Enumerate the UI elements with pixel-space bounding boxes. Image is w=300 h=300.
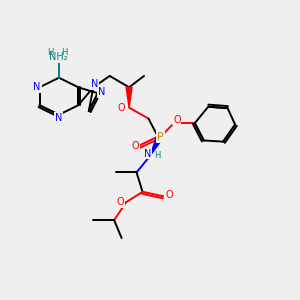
Text: N: N (55, 113, 63, 123)
Text: N: N (144, 148, 151, 159)
Text: O: O (131, 141, 139, 151)
Text: O: O (118, 103, 125, 112)
Text: P: P (157, 132, 164, 142)
Text: NH₂: NH₂ (49, 52, 68, 62)
Text: N: N (98, 87, 105, 97)
Text: amino: amino (57, 58, 62, 59)
Text: O: O (165, 190, 172, 200)
Text: N: N (91, 79, 98, 89)
Text: H: H (47, 49, 54, 58)
Text: N: N (33, 82, 41, 92)
Text: O: O (173, 115, 181, 124)
Text: H: H (154, 152, 161, 160)
Text: O: O (116, 197, 124, 207)
Polygon shape (126, 87, 132, 108)
Text: H: H (61, 49, 68, 58)
Polygon shape (150, 137, 162, 156)
